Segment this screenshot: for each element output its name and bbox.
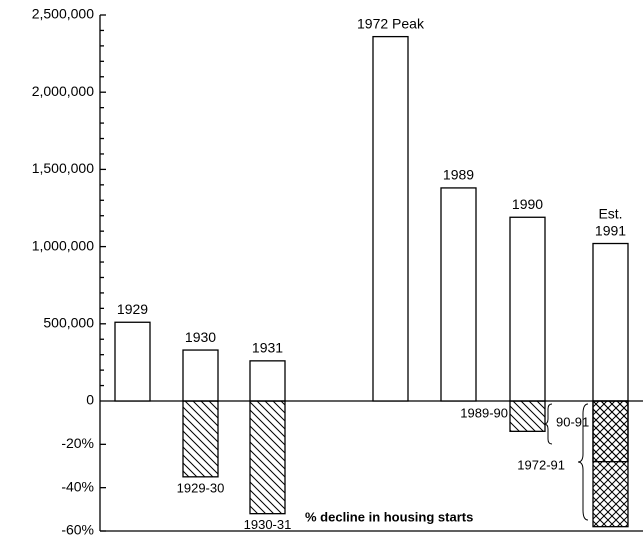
- y-tick-label: 2,500,000: [32, 6, 94, 22]
- decline-bar: [249, 400, 286, 515]
- category-label: Est. 1991: [595, 205, 626, 238]
- category-label: 1972 Peak: [357, 15, 425, 31]
- y-tick-label: 0: [86, 392, 94, 408]
- decline-label: 1930-31: [244, 517, 292, 532]
- decline-label: 1972-91: [517, 457, 565, 472]
- bar: [182, 349, 219, 402]
- category-label: 1929: [117, 301, 148, 317]
- bar: [440, 187, 477, 402]
- y-tick-label: 500,000: [43, 315, 94, 331]
- y-tick-label: 1,000,000: [32, 237, 94, 253]
- annotation: % decline in housing starts: [305, 509, 473, 524]
- bar: [592, 242, 629, 402]
- category-label: 1931: [252, 340, 283, 356]
- bar: [249, 360, 286, 402]
- decline-bar: [509, 400, 546, 432]
- decline-label: 1989-90: [460, 405, 508, 420]
- y-tick-label: 1,500,000: [32, 160, 94, 176]
- bar: [372, 35, 409, 402]
- bar: [509, 216, 546, 402]
- category-label: 1989: [443, 167, 474, 183]
- decline-label: 1929-30: [177, 480, 225, 495]
- y2-tick-label: -20%: [61, 435, 94, 451]
- category-label: 1930: [185, 329, 216, 345]
- y2-tick-label: -40%: [61, 478, 94, 494]
- decline-label: 90-91: [556, 414, 589, 429]
- y2-tick-label: -60%: [61, 522, 94, 538]
- brace: [577, 403, 589, 521]
- y-tick-label: 2,000,000: [32, 83, 94, 99]
- decline-bar: [182, 400, 219, 478]
- category-label: 1990: [512, 196, 543, 212]
- bar: [114, 321, 151, 402]
- decline-bar: [592, 400, 629, 463]
